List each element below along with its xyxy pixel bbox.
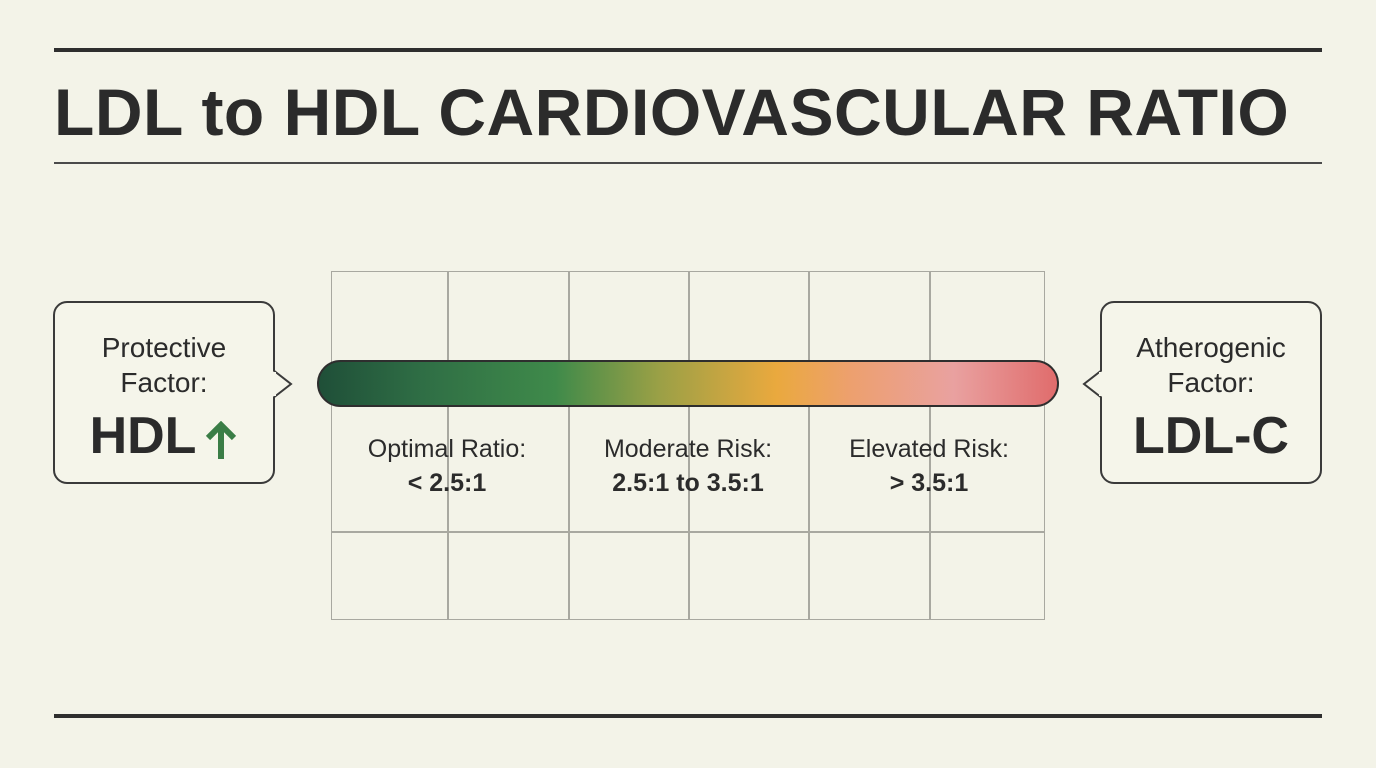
grid-line [568,272,570,619]
callout-label: Protective Factor: [55,330,273,400]
zone-name: Elevated Risk: [849,435,1009,463]
bottom-rule [54,714,1322,718]
zone-range: < 2.5:1 [407,469,487,497]
page-title: LDL to HDL CARDIOVASCULAR RATIO [54,75,1290,149]
background-grid [331,271,1045,620]
zone-range: 2.5:1 to 3.5:1 [612,469,764,497]
callout-label-line: Atherogenic [1136,332,1286,363]
atherogenic-factor-callout: Atherogenic Factor: LDL-C [1100,301,1322,484]
callout-label-line: Protective [101,332,227,363]
callout-pointer [1082,370,1102,398]
callout-label-line: Factor: [1167,367,1255,398]
grid-line [808,272,810,619]
top-rule [54,48,1322,52]
hdl-label: HDL [89,407,197,465]
zone-range: > 3.5:1 [889,469,969,497]
ldl-label: LDL-C [1133,407,1289,465]
callout-label: Atherogenic Factor: [1102,330,1320,400]
callout-pointer [273,370,293,398]
zone-name: Optimal Ratio: [367,435,527,463]
protective-factor-callout: Protective Factor: HDL [53,301,275,484]
grid-line [688,272,690,619]
zone-optimal: Optimal Ratio: < 2.5:1 [327,432,567,500]
grid-line [447,272,449,619]
zone-moderate: Moderate Risk: 2.5:1 to 3.5:1 [568,432,808,500]
grid-line [929,272,931,619]
callout-value: LDL-C [1102,406,1320,466]
up-arrow-icon [204,414,238,474]
callout-value: HDL [55,406,273,474]
callout-label-line: Factor: [120,367,208,398]
title-underline [54,162,1322,164]
zone-elevated: Elevated Risk: > 3.5:1 [809,432,1049,500]
risk-gradient-bar [317,360,1059,407]
zone-name: Moderate Risk: [603,435,773,463]
grid-line [332,531,1044,533]
